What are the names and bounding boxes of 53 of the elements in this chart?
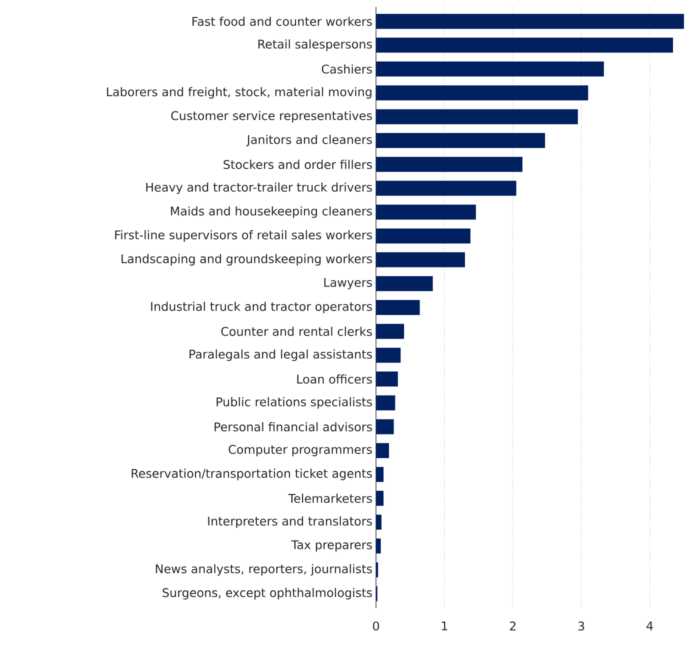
bar xyxy=(376,514,382,530)
bar xyxy=(376,324,404,339)
bar xyxy=(376,180,516,196)
x-tick-label: 0 xyxy=(372,621,380,631)
x-tick-label: 2 xyxy=(510,621,516,630)
bar xyxy=(376,538,381,554)
y-tick-label: Heavy and tractor-trailer truck drivers xyxy=(146,182,372,194)
bar xyxy=(376,252,465,268)
bar xyxy=(376,300,420,316)
bar xyxy=(376,276,433,292)
bar xyxy=(376,348,401,363)
bar xyxy=(376,443,390,458)
bar xyxy=(376,395,396,410)
x-tick-label: 3 xyxy=(578,621,584,631)
y-tick-label: Tax preparers xyxy=(291,540,372,552)
y-tick-label: Loan officers xyxy=(297,374,372,384)
y-tick-label: Counter and rental clerks xyxy=(221,326,372,336)
y-tick-label: Telemarketers xyxy=(288,494,372,503)
x-tick-label: 4 xyxy=(646,621,653,630)
y-tick-label: Personal financial advisors xyxy=(214,422,372,432)
y-tick-label: News analysts, reporters, journalists xyxy=(156,564,372,576)
y-tick-label: Industrial truck and tractor operators xyxy=(151,302,372,314)
y-tick-label: Retail salespersons xyxy=(258,39,372,51)
bar xyxy=(376,133,546,148)
y-tick-label: Lawyers xyxy=(324,278,372,290)
y-tick-label: Landscaping and groundskeeping workers xyxy=(122,254,372,266)
y-tick-label: Reservation/transportation ticket agents xyxy=(132,468,372,480)
bar xyxy=(376,38,673,53)
bar xyxy=(376,62,604,77)
y-tick-label: First-line supervisors of retail sales workers xyxy=(115,230,372,242)
y-tick-label: Interpreters and translators xyxy=(208,516,372,528)
x-tick-label: 1 xyxy=(442,621,448,630)
bar xyxy=(376,372,398,387)
y-tick-label: Stockers and order fillers xyxy=(224,160,372,170)
y-tick-label: Computer programmers xyxy=(228,444,372,456)
bar xyxy=(376,228,470,244)
bar xyxy=(376,419,394,434)
bar xyxy=(376,14,684,29)
y-tick-label: Paralegals and legal assistants xyxy=(190,349,372,361)
bar xyxy=(376,109,578,124)
bar xyxy=(376,204,476,220)
y-tick-label: Public relations specialists xyxy=(216,397,372,409)
bar xyxy=(376,490,384,506)
bar xyxy=(376,156,522,172)
bar xyxy=(376,85,588,100)
y-tick-label: Surgeons, except ophthalmologists xyxy=(162,588,372,600)
y-tick-label: Fast food and counter workers xyxy=(192,16,372,26)
y-tick-label: Cashiers xyxy=(322,64,372,74)
bar xyxy=(376,466,384,482)
y-tick-label: Maids and housekeeping cleaners xyxy=(170,206,372,218)
y-tick-label: Laborers and freight, stock, material moving xyxy=(106,87,372,99)
y-tick-label: Janitors and cleaners xyxy=(246,134,372,146)
y-tick-label: Customer service representatives xyxy=(171,110,372,122)
